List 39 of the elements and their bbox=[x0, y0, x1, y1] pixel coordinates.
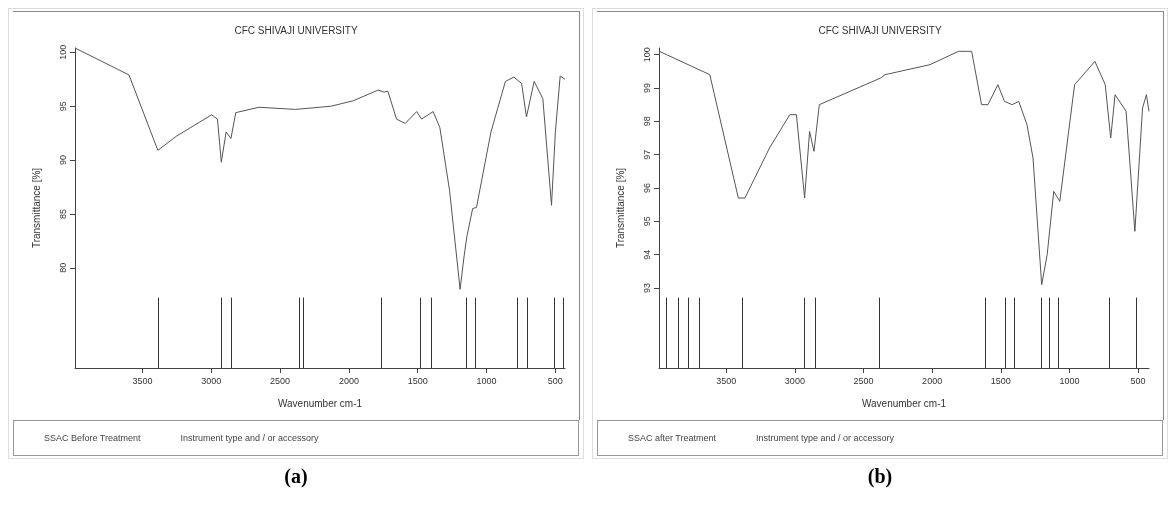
x-tick-label: 2500 bbox=[853, 375, 874, 386]
text: SSAC Before Treatment bbox=[44, 433, 141, 443]
y-tick-label: 95 bbox=[641, 216, 652, 227]
text: Instrument type and / or accessory bbox=[756, 433, 895, 443]
y-tick-label: 98 bbox=[641, 116, 652, 127]
x-axis-title: Wavenumber cm-1 bbox=[861, 397, 947, 409]
y-tick-label: 90 bbox=[57, 155, 68, 166]
x-tick-label: 2000 bbox=[922, 375, 943, 386]
x-tick-label: 1000 bbox=[1059, 375, 1080, 386]
x-tick-label: 1000 bbox=[476, 375, 497, 386]
text: (a) bbox=[283, 465, 309, 488]
y-axis-title: Transmittance [%] bbox=[30, 167, 42, 249]
x-tick-label: 1500 bbox=[990, 375, 1011, 386]
text: SSAC after Treatment bbox=[628, 433, 717, 443]
y-tick-label: 100 bbox=[57, 44, 68, 60]
y-tick-label: 94 bbox=[641, 249, 652, 260]
y-tick-label: 97 bbox=[641, 149, 652, 160]
x-tick-label: 3000 bbox=[201, 375, 222, 386]
y-tick-label: 80 bbox=[57, 262, 68, 273]
x-tick-label: 1500 bbox=[407, 375, 428, 386]
x-tick-label: 3000 bbox=[784, 375, 805, 386]
y-tick-label: 99 bbox=[641, 82, 652, 94]
y-tick-label: 96 bbox=[641, 182, 652, 194]
chart-title: CFC SHIVAJI UNIVERSITY bbox=[818, 24, 942, 36]
x-tick-label: 500 bbox=[547, 375, 563, 386]
y-tick-label: 85 bbox=[57, 208, 68, 219]
x-tick-label: 2000 bbox=[338, 375, 359, 386]
y-tick-label: 95 bbox=[57, 101, 68, 112]
x-tick-label: 500 bbox=[1130, 375, 1146, 386]
y-axis-title: Transmittance [%] bbox=[614, 167, 626, 249]
x-tick-label: 3500 bbox=[716, 375, 737, 386]
y-tick-label: 93 bbox=[641, 282, 652, 294]
text: Instrument type and / or accessory bbox=[180, 433, 319, 443]
y-tick-label: 100 bbox=[641, 47, 652, 63]
x-axis-title: Wavenumber cm-1 bbox=[277, 397, 363, 409]
text: (b) bbox=[866, 465, 894, 488]
x-tick-label: 2500 bbox=[270, 375, 291, 386]
x-tick-label: 3500 bbox=[132, 375, 153, 386]
chart-title: CFC SHIVAJI UNIVERSITY bbox=[234, 24, 358, 36]
